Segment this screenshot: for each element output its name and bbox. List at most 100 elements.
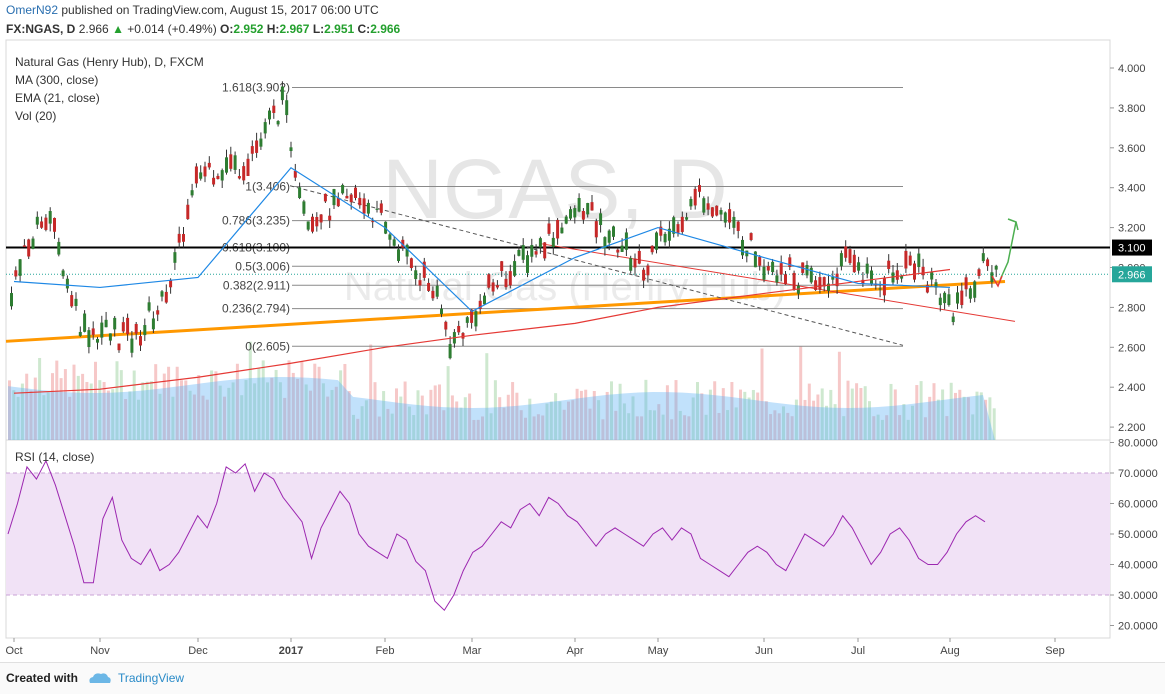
volume-bar [665,385,669,440]
last-price: 2.966 [78,22,109,36]
volume-bar [932,383,936,440]
volume-bar [33,377,37,440]
candle-body [573,208,577,218]
volume-bar [72,364,76,440]
volume-bar [98,380,102,440]
candle-body [865,263,869,274]
volume-bar [326,396,330,440]
open-label: O: [220,22,234,36]
volume-bar [382,391,386,440]
candle-body [422,261,426,278]
rsi-tick-label: 40.0000 [1118,560,1158,572]
volume-bar [949,382,953,440]
candle-body [723,212,727,223]
volume-bar [356,418,360,440]
volume-bar [923,417,927,440]
volume-bar [794,399,798,440]
volume-bar [592,391,596,440]
volume-bar [820,388,824,440]
volume-bar [128,391,132,440]
candle-body [947,294,951,306]
volume-bar [463,397,467,440]
volume-bar [928,396,932,440]
volume-bar [700,393,704,440]
watermark-symbol: NGAS, D [382,142,727,236]
high-label: H: [266,22,280,36]
volume-bar [554,393,558,440]
volume-bar [842,416,846,440]
rsi-tick-label: 70.0000 [1118,468,1158,480]
volume-bar [201,395,205,440]
candle-body [156,310,160,315]
candle-body [667,228,671,241]
candle-body [831,276,835,280]
candle-body [104,319,108,328]
volume-bar [390,413,394,440]
volume-bar [283,397,287,440]
up-arrow-icon: ▲ [112,22,124,36]
x-tick-label: Oct [5,645,22,657]
volume-bar [868,401,871,440]
x-tick-label: Mar [463,645,482,657]
candle-body [289,147,293,152]
tradingview-link[interactable]: TradingView [118,671,185,685]
candle-body [268,110,271,120]
open-value: 2.952 [233,22,264,36]
volume-bar [16,396,20,440]
candle-body [74,298,78,306]
volume-bar [433,385,437,440]
candle-body [577,197,581,212]
volume-bar [330,389,334,440]
candle-body [960,290,964,306]
candle-body [151,318,155,330]
candle-body [108,333,112,341]
candle-body [323,193,327,202]
volume-bar [459,407,463,440]
candle-body [547,223,551,234]
volume-bar [317,366,321,440]
candle-body [225,157,228,173]
rsi-line [7,459,986,612]
volume-bar [149,381,153,440]
volume-bar [721,388,725,440]
author-link[interactable]: OmerN92 [6,3,59,17]
price-chart[interactable]: NGAS, D Natural Gas (Henry Hub) 1.618(3.… [0,0,1165,660]
volume-bar [657,404,661,440]
candle-body [190,190,194,196]
candle-body [530,244,534,257]
price-tick-label: 3.800 [1118,103,1146,115]
candle-body [805,264,809,276]
candle-body [685,217,689,220]
candle-body [478,300,482,310]
candle-body [771,261,775,273]
candle-body [259,138,263,147]
candle-body [414,270,418,280]
volume-bar [653,410,656,440]
volume-bar [261,360,265,440]
volume-bar [175,366,179,440]
volume-bar [407,406,411,440]
candle-body [908,255,912,266]
candle-body [968,288,972,299]
volume-bar [846,380,850,440]
candle-body [366,202,370,214]
legend-title: Natural Gas (Henry Hub), D, FXCM [15,55,204,69]
candle-body [48,211,52,224]
volume-bar [412,415,416,440]
volume-bar [833,404,837,440]
volume-bar [902,404,906,440]
candle-body [126,317,130,335]
candle-body [147,302,151,311]
candle-body [40,221,44,228]
candle-body [113,317,117,330]
candle-body [199,172,203,179]
candle-body [255,140,259,153]
volume-bar [558,401,562,440]
volume-bar [661,414,665,440]
candle-body [973,281,977,298]
candle-body [560,227,564,234]
volume-bar [132,370,136,440]
volume-bar [403,381,407,440]
volume-bar [154,364,158,440]
volume-bar [158,393,162,440]
